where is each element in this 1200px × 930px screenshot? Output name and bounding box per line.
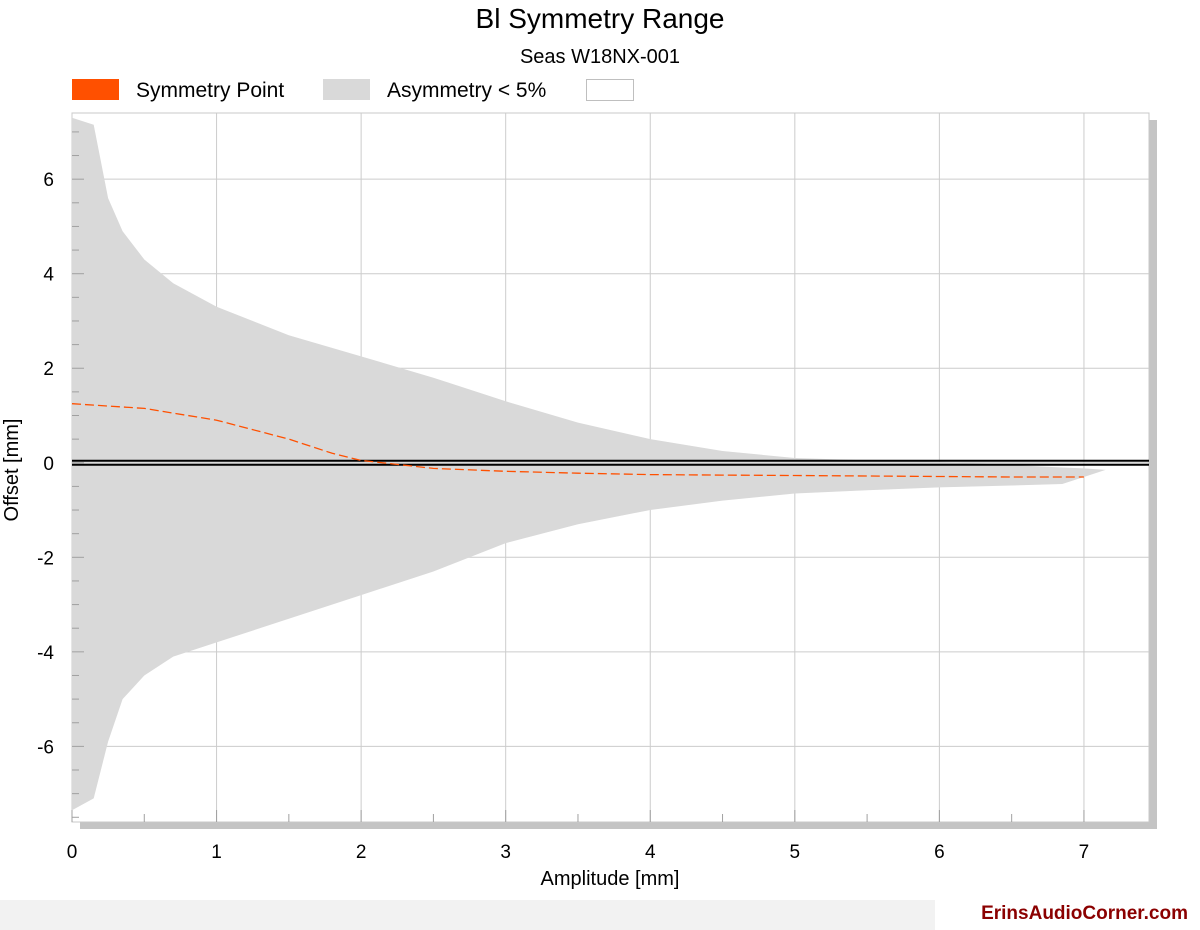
watermark: ErinsAudioCorner.com bbox=[981, 903, 1188, 924]
x-tick-label: 1 bbox=[211, 842, 222, 863]
x-axis-label: Amplitude [mm] bbox=[541, 868, 680, 890]
y-tick-label: -4 bbox=[37, 643, 54, 664]
legend-label-asymmetry: Asymmetry < 5% bbox=[387, 79, 546, 102]
x-tick-label: 2 bbox=[356, 842, 367, 863]
y-tick-label: 4 bbox=[43, 265, 54, 286]
x-tick-label: 4 bbox=[645, 842, 656, 863]
y-tick-label: 6 bbox=[43, 170, 54, 191]
legend-swatch-symmetry-point bbox=[72, 79, 119, 100]
zero-line bbox=[72, 459, 1149, 466]
x-tick-label: 6 bbox=[934, 842, 945, 863]
x-tick-label: 5 bbox=[790, 842, 801, 863]
chart-subtitle: Seas W18NX-001 bbox=[520, 46, 680, 68]
legend-swatch-empty bbox=[586, 79, 634, 101]
y-tick-label: -6 bbox=[37, 737, 54, 758]
x-tick-label: 3 bbox=[500, 842, 511, 863]
legend: Symmetry Point Asymmetry < 5% bbox=[72, 79, 634, 102]
legend-swatch-asymmetry bbox=[323, 79, 370, 100]
y-tick-labels: -6 -4 -2 0 2 4 6 bbox=[37, 170, 54, 758]
symmetry-point-line bbox=[71, 403, 1084, 478]
y-axis-label: Offset [mm] bbox=[1, 419, 23, 522]
ticks bbox=[71, 131, 1085, 822]
legend-label-symmetry-point: Symmetry Point bbox=[136, 79, 284, 102]
y-tick-label: 2 bbox=[43, 359, 54, 380]
x-tick-labels: 0 1 2 3 4 5 6 7 bbox=[67, 842, 1090, 863]
x-tick-label: 7 bbox=[1079, 842, 1090, 863]
y-tick-label: -2 bbox=[37, 548, 54, 569]
chart-title: Bl Symmetry Range bbox=[476, 3, 725, 34]
y-tick-label: 0 bbox=[43, 454, 54, 475]
footer-bar bbox=[0, 900, 935, 930]
x-tick-label: 0 bbox=[67, 842, 78, 863]
